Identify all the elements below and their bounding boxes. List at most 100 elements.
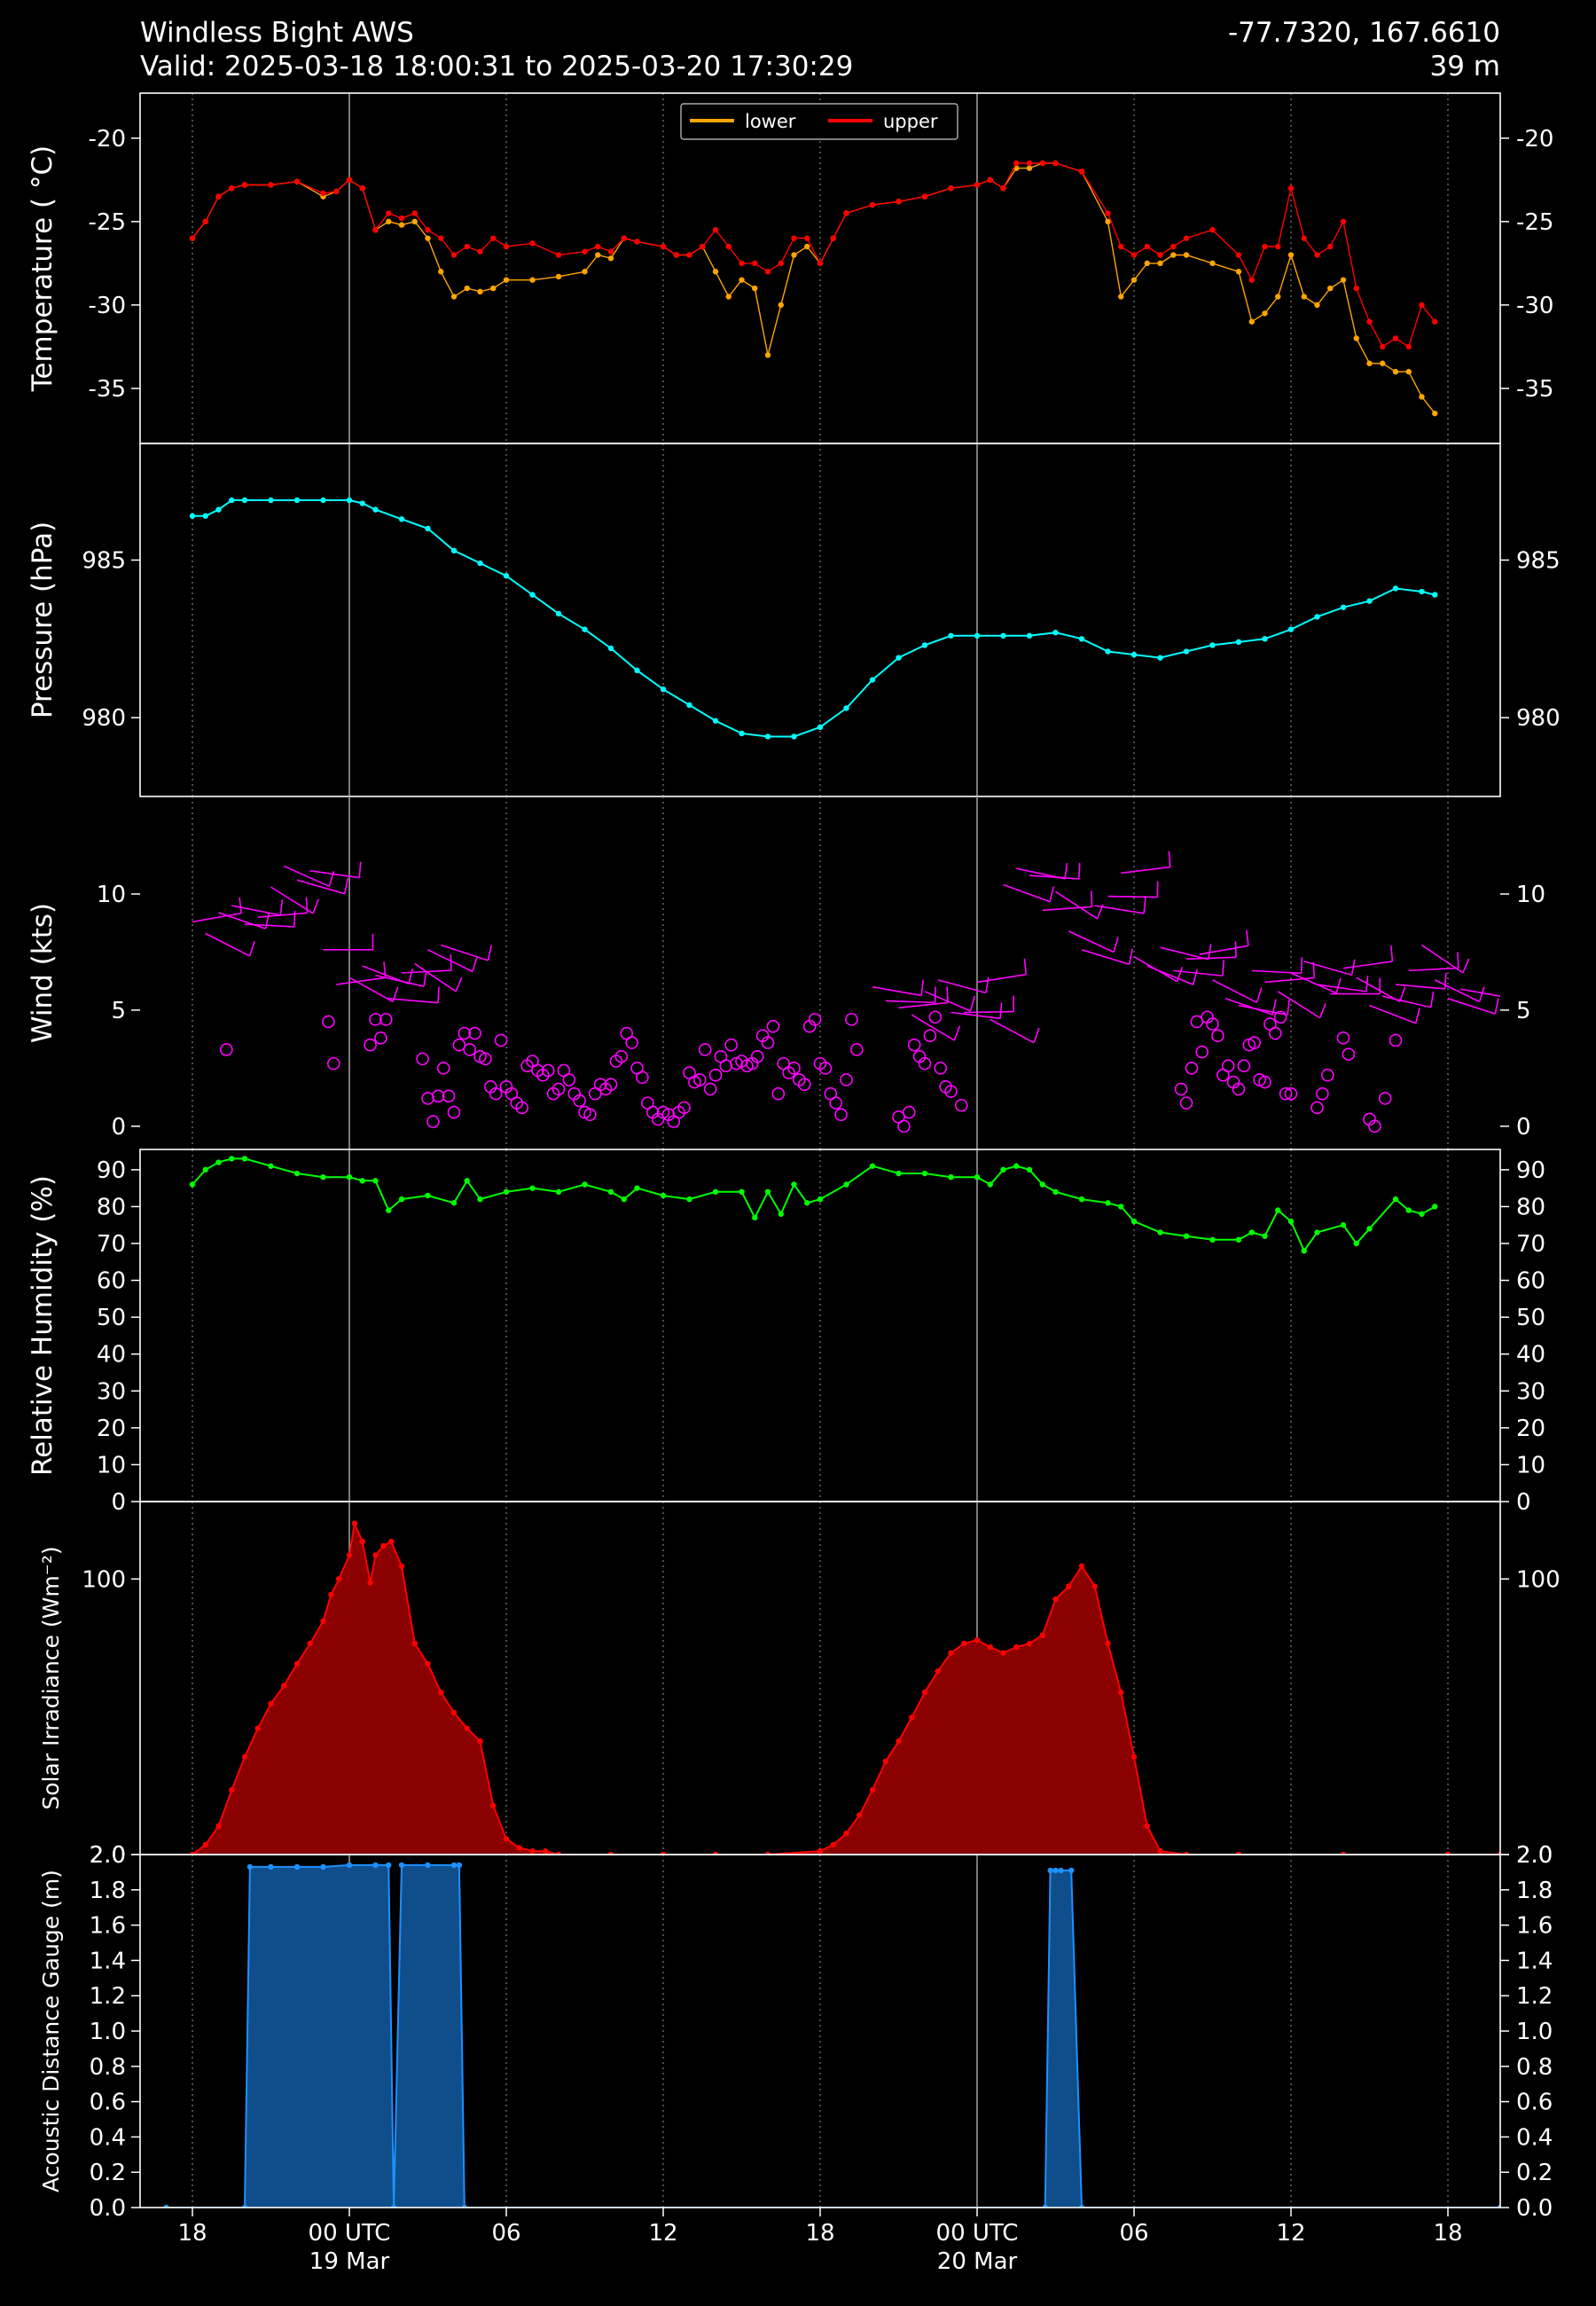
- point-temperature: [1144, 260, 1150, 267]
- point-temperature: [1262, 310, 1268, 317]
- point-humidity: [1235, 1236, 1242, 1243]
- panel-pressure: [131, 443, 1509, 797]
- ytick-label-humidity: 30: [97, 1378, 126, 1405]
- ytick-label-humidity: 0: [1516, 1489, 1531, 1516]
- point-pressure: [1026, 632, 1033, 639]
- ylabel-wind: Wind (kts): [27, 903, 59, 1043]
- ytick-label-acoustic: 1.8: [1516, 1878, 1553, 1904]
- point-pressure: [215, 506, 222, 513]
- wind-calm-point: [750, 1049, 764, 1063]
- point-temperature: [686, 252, 692, 258]
- point-solar: [948, 1650, 954, 1656]
- wind-calm-point: [326, 1056, 340, 1071]
- wind-calm-point: [808, 1013, 822, 1026]
- wind-calm-point: [761, 1036, 775, 1049]
- wind-barb-flag: [1023, 958, 1028, 975]
- point-solar: [359, 1538, 365, 1545]
- wind-barb-flag: [1256, 987, 1263, 1003]
- wind-barb-flag: [985, 977, 990, 993]
- point-temperature: [425, 227, 431, 233]
- ytick-label-temperature: -35: [1516, 376, 1553, 403]
- point-temperature: [778, 302, 784, 309]
- point-humidity: [1405, 1207, 1412, 1213]
- point-humidity: [1392, 1196, 1399, 1203]
- point-temperature: [320, 190, 326, 197]
- point-pressure: [268, 497, 274, 504]
- point-temperature: [974, 182, 981, 188]
- point-temperature: [817, 260, 824, 267]
- wind-barb-flag: [1398, 986, 1406, 1002]
- point-humidity: [987, 1181, 993, 1188]
- point-humidity: [1262, 1233, 1268, 1239]
- wind-barb: [924, 991, 971, 1012]
- wind-barb-flag: [239, 897, 242, 914]
- point-humidity: [450, 1200, 458, 1206]
- point-solar: [1130, 1753, 1138, 1761]
- point-humidity: [372, 1178, 379, 1184]
- point-solar: [869, 1787, 876, 1793]
- panel-humidity: [131, 1149, 1509, 1502]
- point-humidity: [1105, 1200, 1111, 1206]
- point-pressure: [241, 497, 248, 504]
- xtick-label: 06: [491, 2220, 520, 2247]
- point-temperature: [1130, 277, 1138, 283]
- ytick-label-acoustic: 2.0: [1516, 1842, 1553, 1869]
- point-temperature: [333, 188, 340, 195]
- wind-calm-point: [698, 1043, 712, 1056]
- point-humidity: [948, 1173, 954, 1180]
- point-temperature: [202, 218, 208, 225]
- point-temperature: [386, 210, 392, 216]
- wind-calm-point: [1185, 1062, 1199, 1075]
- wind-barb-flag: [487, 945, 492, 961]
- point-temperature: [503, 277, 510, 283]
- point-pressure: [791, 733, 797, 740]
- point-solar: [438, 1689, 444, 1696]
- wind-barb-flag: [1318, 1003, 1326, 1018]
- wind-barb-flag: [437, 986, 440, 1003]
- point-solar: [336, 1576, 342, 1582]
- point-humidity: [1301, 1248, 1307, 1254]
- wind-barb: [192, 912, 242, 923]
- point-temperature: [764, 352, 771, 358]
- wind-calm-point: [447, 1105, 461, 1119]
- point-humidity: [1039, 1181, 1045, 1188]
- wind-barb-flag: [1287, 999, 1291, 1016]
- line-pressure: [192, 499, 1436, 738]
- wind-calm-point: [787, 1062, 801, 1075]
- wind-barb-flag: [953, 1025, 961, 1041]
- wind-barb-flag: [999, 1002, 1003, 1019]
- point-solar: [1052, 1596, 1059, 1603]
- wind-calm-point: [604, 1078, 618, 1091]
- point-temperature: [1052, 160, 1059, 167]
- ytick-label-acoustic: 0.4: [90, 2124, 126, 2151]
- point-temperature: [464, 243, 470, 250]
- point-temperature: [555, 273, 562, 280]
- point-solar: [1105, 1640, 1111, 1647]
- ytick-label-humidity: 90: [97, 1157, 126, 1184]
- point-solar: [974, 1636, 981, 1643]
- wind-calm-point: [463, 1043, 477, 1056]
- point-temperature: [1157, 260, 1163, 267]
- wind-barb: [1356, 977, 1401, 1003]
- point-solar: [307, 1640, 313, 1647]
- wind-calm-point: [468, 1026, 481, 1040]
- point-humidity: [529, 1185, 536, 1191]
- point-temperature: [1105, 210, 1111, 216]
- wind-barb: [1173, 969, 1224, 977]
- wind-calm-point: [494, 1033, 508, 1047]
- xtick-label: 18: [177, 2220, 207, 2247]
- panel-temperature: lower upper: [131, 92, 1509, 444]
- wind-barb-flag: [1128, 948, 1133, 965]
- point-solar: [388, 1538, 395, 1545]
- wind-calm-point: [541, 1063, 555, 1078]
- point-pressure: [634, 667, 640, 674]
- xtick-label: 18: [805, 2220, 834, 2247]
- wind-calm-point: [442, 1089, 456, 1103]
- area-acoustic: [166, 1864, 1500, 2208]
- point-pressure: [1209, 642, 1216, 648]
- ytick-label-humidity: 50: [1516, 1305, 1545, 1331]
- point-solar: [241, 1753, 248, 1761]
- wind-barb-flag: [1246, 929, 1249, 946]
- wind-calm-point: [918, 1056, 932, 1071]
- point-humidity: [386, 1207, 392, 1213]
